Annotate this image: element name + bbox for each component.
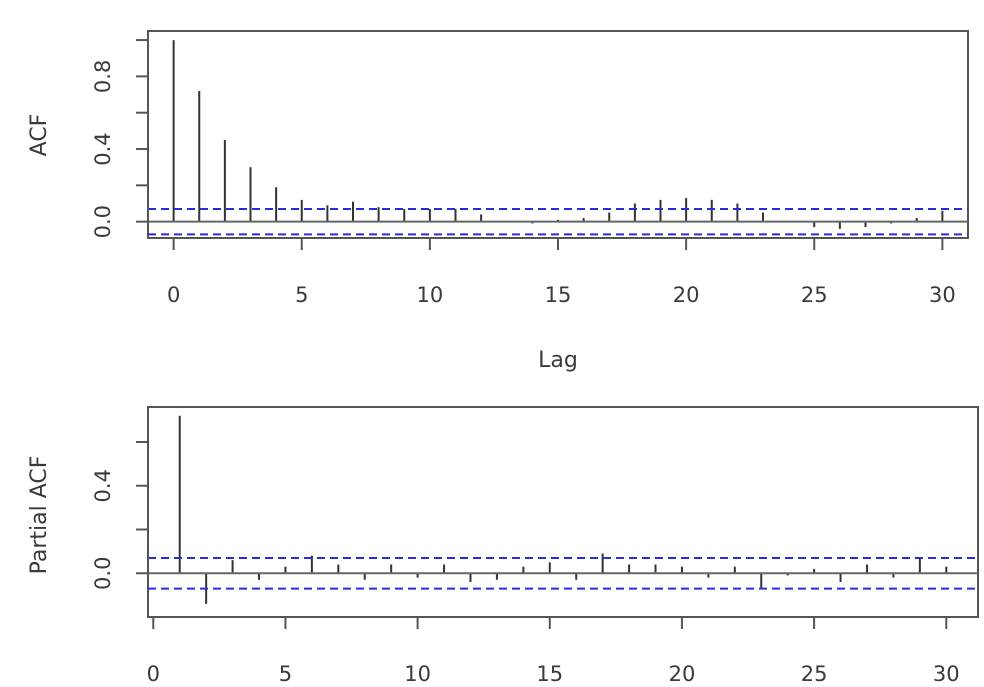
acf-confidence-band xyxy=(148,207,968,236)
pacf-y-tick-label: 0.0 xyxy=(91,557,115,590)
acf-y-tick-label: 0.8 xyxy=(91,60,115,93)
pacf-bars xyxy=(178,415,948,604)
acf-x-tick-label: 30 xyxy=(929,283,956,307)
pacf-plot-box xyxy=(147,406,979,618)
acf-y-axis: 0.0 0.4 0.8 xyxy=(91,39,149,238)
acf-x-tick-label: 10 xyxy=(417,283,444,307)
pacf-x-tick-label: 0 xyxy=(147,662,160,686)
pacf-confidence-band xyxy=(148,556,978,590)
acf-x-tick-label: 5 xyxy=(295,283,308,307)
acf-y-tick-label: 0.0 xyxy=(91,205,115,238)
acf-bars xyxy=(172,40,944,229)
acf-y-tick-label: 0.4 xyxy=(91,132,115,165)
pacf-y-axis: 0.0 0.4 xyxy=(91,441,149,590)
acf-x-tick-label: 25 xyxy=(801,283,828,307)
pacf-y-axis-title: Partial ACF xyxy=(27,456,52,575)
acf-x-axis: 0 5 10 15 20 25 30 xyxy=(167,237,956,307)
acf-x-tick-label: 0 xyxy=(167,283,180,307)
acf-x-axis-title: Lag xyxy=(538,348,578,373)
pacf-x-tick-label: 10 xyxy=(404,662,431,686)
acf-plot-box xyxy=(147,30,969,239)
pacf-y-tick-label: 0.4 xyxy=(91,469,115,502)
acf-y-axis-title: ACF xyxy=(27,114,52,157)
pacf-x-tick-label: 5 xyxy=(279,662,292,686)
acf-panel: 0 5 10 15 20 25 30 0.0 0.4 0.8 Lag ACF xyxy=(27,30,969,373)
pacf-panel: 0 5 10 15 20 25 30 0.0 0.4 Partial ACF xyxy=(27,406,979,686)
acf-x-tick-label: 20 xyxy=(673,283,700,307)
pacf-x-tick-label: 20 xyxy=(669,662,696,686)
pacf-x-axis: 0 5 10 15 20 25 30 xyxy=(147,616,960,686)
pacf-x-tick-label: 15 xyxy=(536,662,563,686)
pacf-x-tick-label: 25 xyxy=(801,662,828,686)
pacf-x-tick-label: 30 xyxy=(933,662,960,686)
acf-x-tick-label: 15 xyxy=(545,283,572,307)
